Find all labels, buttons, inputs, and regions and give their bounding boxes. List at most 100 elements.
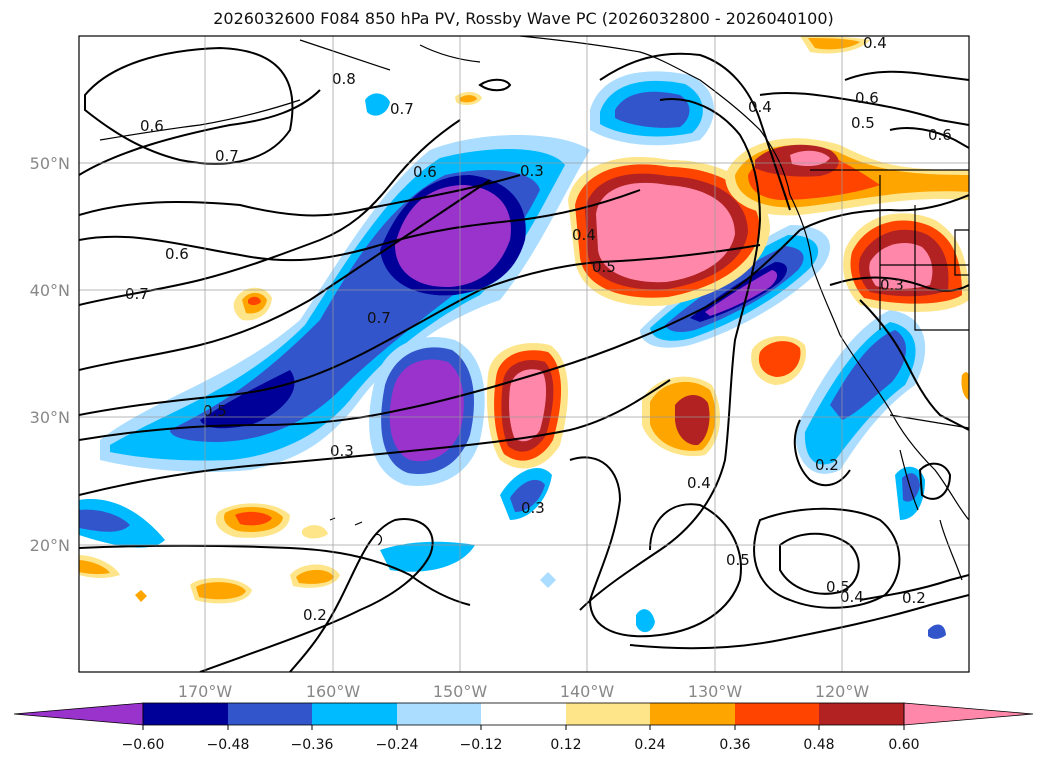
anomaly-south-hawaii (380, 541, 475, 572)
contour-26 (478, 78, 512, 92)
anomaly-pos-south-extreme (509, 369, 547, 442)
colorbar-segment (228, 703, 312, 725)
contour-label: 0.2 (815, 456, 839, 474)
contour-1 (84, 46, 294, 165)
contour-19 (759, 91, 969, 126)
map-title: 2026032600 F084 850 hPa PV, Rossby Wave … (213, 9, 834, 28)
colorbar-segment (819, 703, 904, 725)
coastline-aleutians (99, 99, 301, 141)
contour-label: 0.4 (687, 474, 711, 492)
anomaly-pos-north-top-core (808, 38, 860, 50)
lat-tick-label: 20°N (30, 536, 70, 555)
colorbar-segment (143, 703, 228, 725)
colorbar: −0.60 −0.48 −0.36 −0.24 −0.12 0.12 0.24 … (13, 702, 1034, 753)
contour-label: 0.4 (840, 588, 864, 606)
contour-label: 0.5 (592, 258, 616, 276)
graticule (79, 36, 969, 672)
anomaly-core-north (395, 185, 511, 288)
contour-25 (889, 127, 969, 149)
contour-5 (79, 119, 461, 306)
colorbar-segment (13, 702, 144, 726)
coastline-alaska (299, 36, 791, 196)
coastlines (99, 36, 969, 581)
contour-24 (793, 419, 851, 487)
colorbar-segment (735, 703, 819, 725)
lon-tick-label: 150°W (433, 682, 488, 701)
contour-label: 0.6 (855, 89, 879, 107)
coastline-baja (899, 449, 963, 581)
lat-tick-labels: 50°N 40°N 30°N 20°N (30, 154, 70, 555)
anomaly-band-east-extreme (705, 270, 778, 316)
colorbar-segment (566, 703, 650, 725)
contour-27 (918, 462, 952, 500)
colorbar-tick-label: −0.24 (376, 737, 419, 753)
contour-label: 0.6 (165, 245, 189, 263)
lat-tick-label: 40°N (30, 281, 70, 300)
lat-tick-label: 30°N (30, 408, 70, 427)
contour-label: 0.7 (125, 285, 149, 303)
anomaly-pos-ne-extreme (790, 150, 830, 166)
anomaly-aleutian-small (365, 93, 390, 116)
anomaly-west-tail (200, 370, 295, 429)
contour-labels: 0.6 0.7 0.6 0.7 0.8 0.7 0.6 0.3 0.4 0.5 … (125, 34, 952, 624)
contour-label: 0.2 (902, 589, 926, 607)
anomaly-pos-eastmid-core (675, 394, 710, 446)
anomaly-pos-tiny-1 (302, 525, 328, 539)
colorbar-frame (142, 702, 905, 726)
contour-21 (799, 194, 969, 231)
contour-14 (569, 456, 742, 638)
anomaly-southwest-core (79, 509, 130, 532)
contour-3 (79, 174, 521, 217)
colorbar-tick-label: 0.60 (888, 737, 919, 753)
contour-20 (844, 70, 969, 81)
lon-tick-labels: 170°W 160°W 150°W 140°W 130°W 120°W (178, 682, 870, 701)
contour-8 (79, 229, 801, 441)
contour-label: 0.7 (215, 147, 239, 165)
contour-label: 0.8 (332, 70, 356, 88)
contour-label: 0.4 (863, 34, 887, 52)
anomaly-pos-sw-2-core (196, 582, 246, 600)
colorbar-tick-label: −0.12 (460, 737, 503, 753)
lat-tick-label: 50°N (30, 154, 70, 173)
anomaly-pos-sw-1-inner (235, 511, 272, 526)
colorbar-tick-label: 0.12 (550, 737, 581, 753)
contour-9 (79, 379, 671, 496)
contour-15 (779, 532, 860, 595)
anomaly-hawaii-east-core (510, 479, 545, 512)
lon-tick-label: 160°W (306, 682, 361, 701)
colorbar-tick-label: 0.48 (803, 737, 834, 753)
contour-label: 0.5 (826, 578, 850, 596)
contour-label: 0.6 (413, 163, 437, 181)
contour-22 (829, 276, 969, 292)
contour-label: 0.3 (521, 499, 545, 517)
anomaly-pos-center-extreme (596, 182, 735, 283)
anomaly-california-core (830, 330, 907, 420)
anomaly-far-se-tiny (928, 624, 946, 639)
anomaly-diamond-tiny (540, 572, 556, 588)
contour-13 (579, 98, 762, 611)
colorbar-segment (397, 703, 481, 725)
colorbar-segment (481, 703, 566, 725)
contour-6 (79, 179, 491, 371)
anomaly-pos-aleutian-core (460, 95, 477, 103)
lon-tick-label: 130°W (688, 682, 743, 701)
map-frame (78, 35, 970, 673)
contour-23 (859, 299, 969, 431)
contour-label: 0.5 (726, 551, 750, 569)
contour-label: 0.4 (748, 98, 772, 116)
contour-label: 0.3 (330, 442, 354, 460)
colorbar-tick-label: −0.36 (291, 737, 334, 753)
colorbar-tick-label: 0.24 (634, 737, 665, 753)
lon-tick-label: 120°W (815, 682, 870, 701)
contour-label: 0.7 (390, 100, 414, 118)
anomaly-alaska-core (615, 91, 690, 128)
contour-2 (79, 89, 321, 176)
contour-18 (629, 594, 969, 650)
coastline-west-coast (789, 194, 969, 521)
anomaly-south-central-core (389, 359, 464, 462)
lon-tick-label: 170°W (178, 682, 233, 701)
anomaly-pos-sw-3-core (296, 569, 334, 584)
contour-7 (79, 244, 761, 416)
contour-17 (859, 574, 969, 601)
